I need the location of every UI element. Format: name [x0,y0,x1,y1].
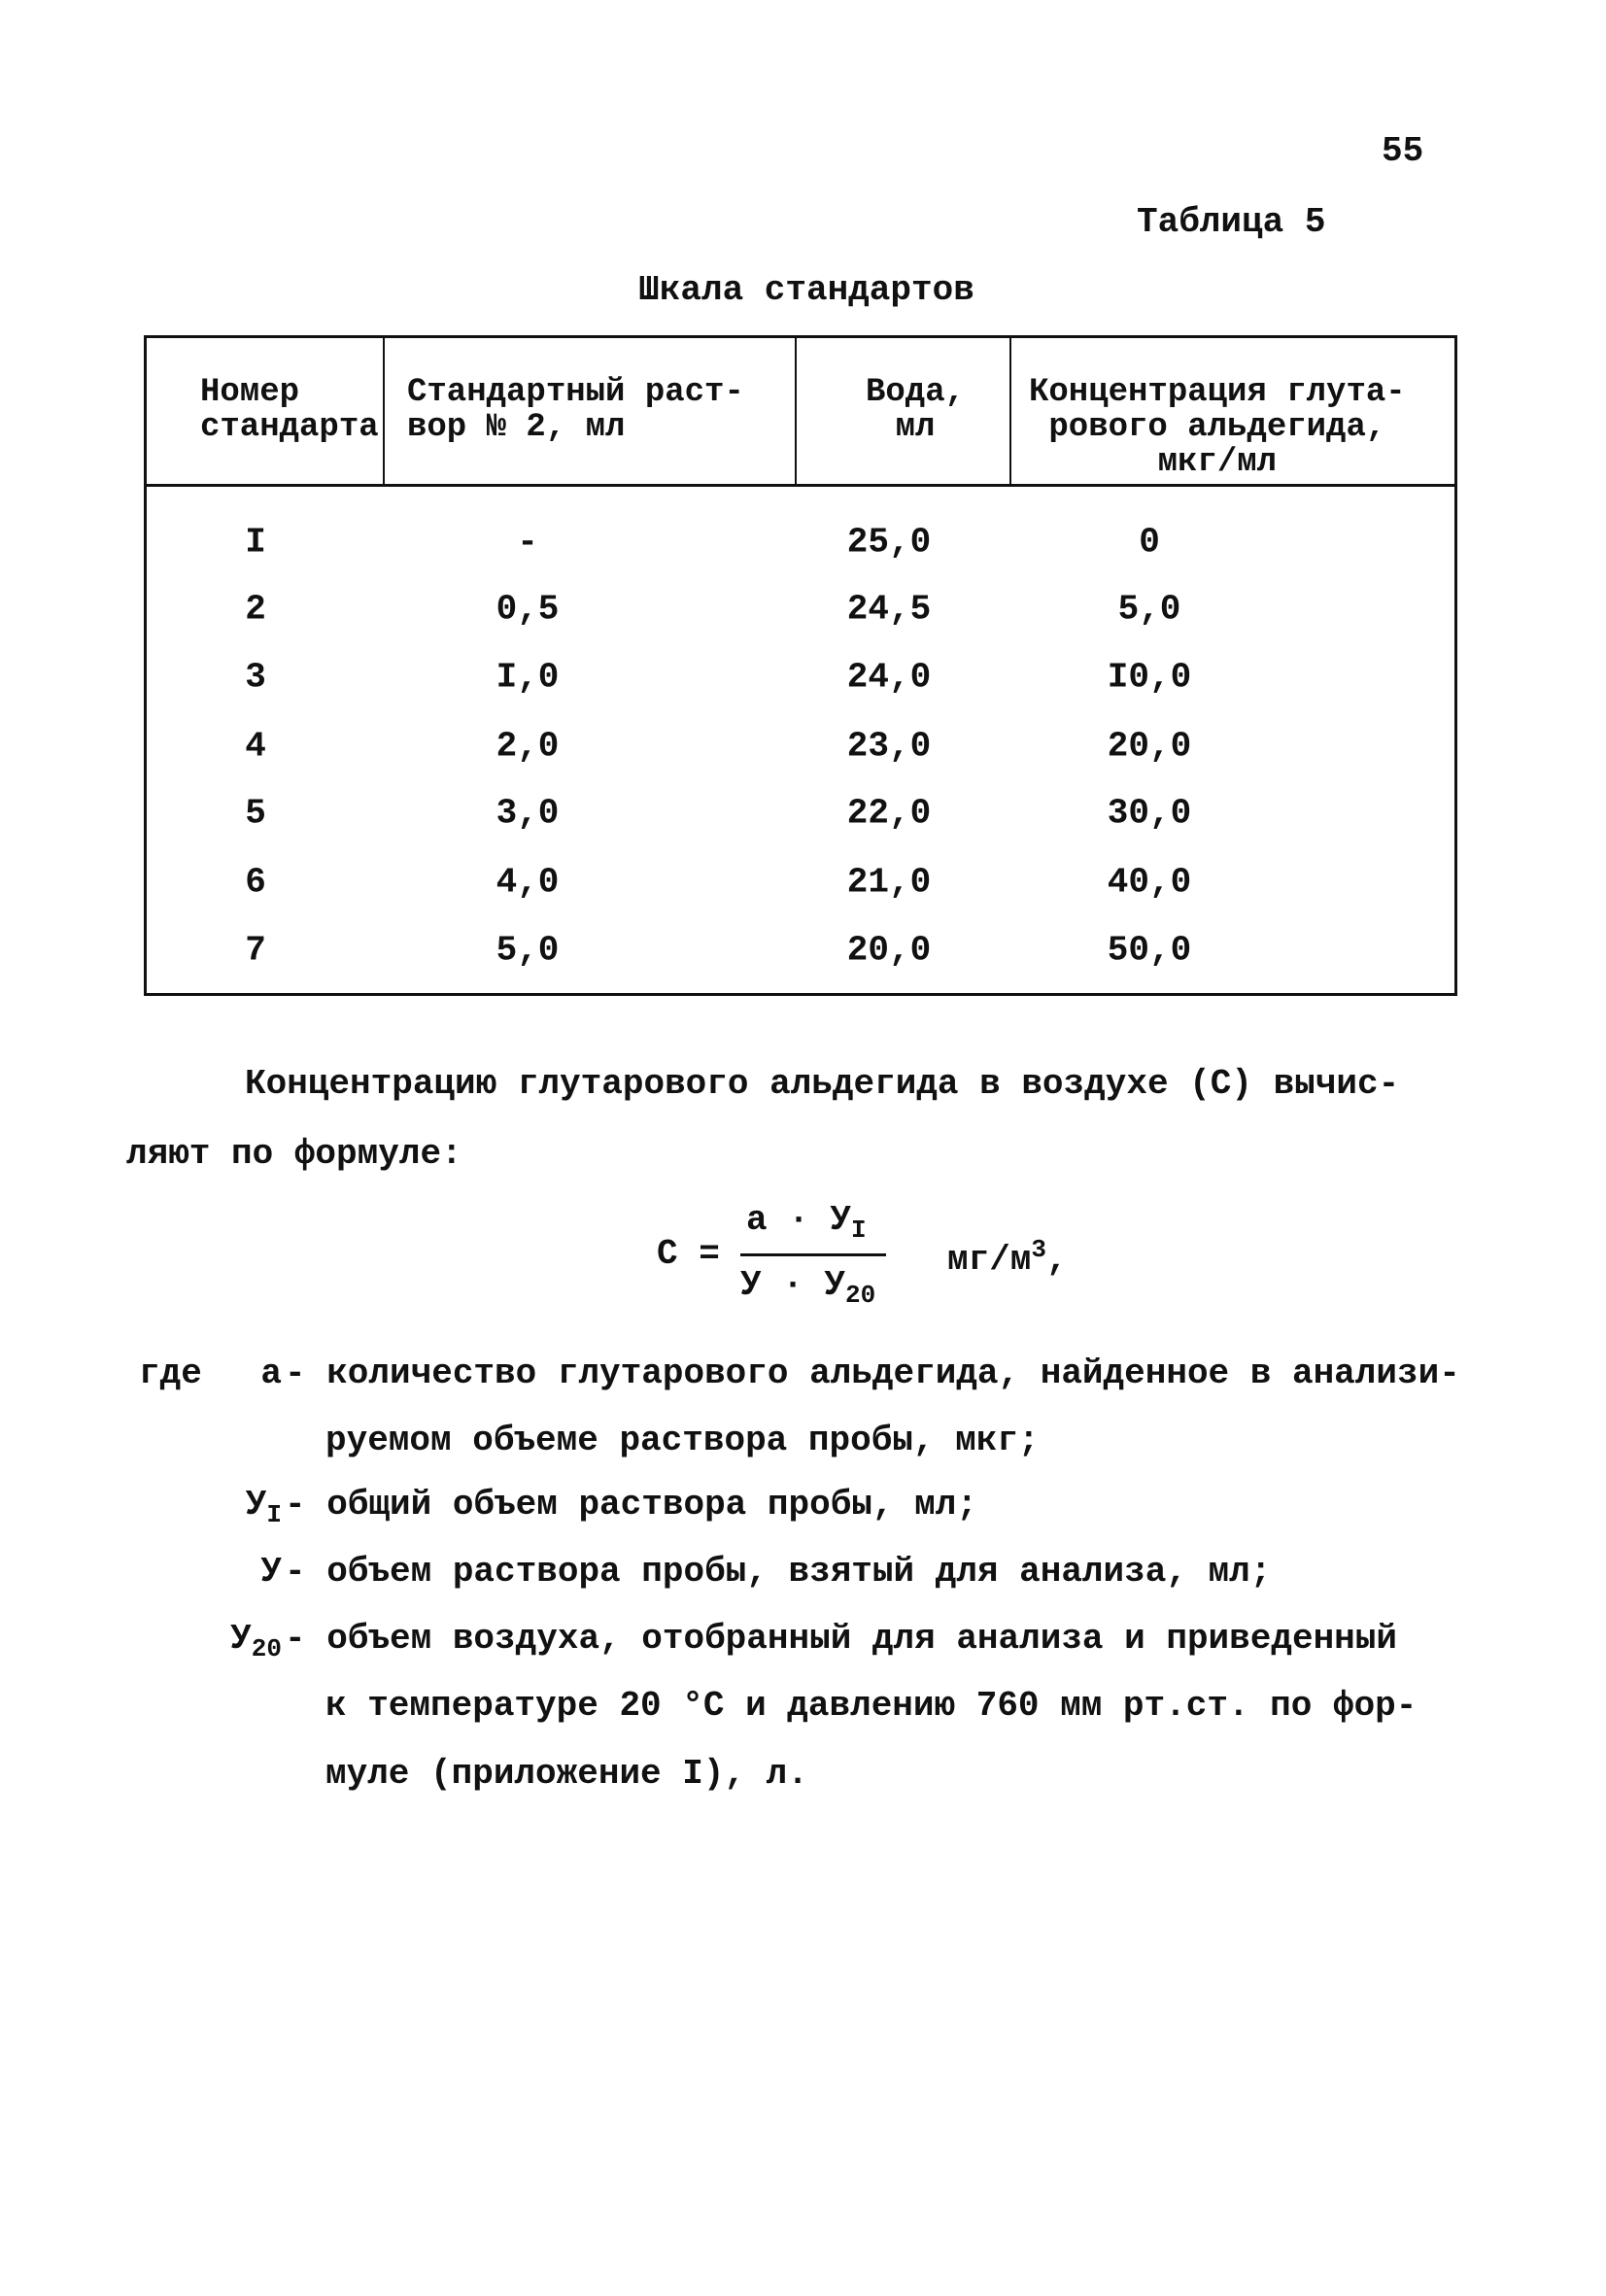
variable-symbol: У [260,1555,282,1590]
definition-line: - объем воздуха, отобранный для анализа … [285,1619,1397,1659]
header-water: Вода, мл [866,374,966,446]
definition-line: - количество глутарового альдегида, найд… [285,1354,1460,1393]
table-cell: 3,0 [495,793,560,834]
table-cell: 5 [245,793,266,834]
table-cell: 5,0 [1117,589,1181,630]
symbol: У [245,1485,267,1525]
table-cell: 50,0 [1107,930,1192,971]
table-cell: 2 [245,589,266,630]
table-cell: 30,0 [1107,793,1192,834]
symbol-sub: I [266,1500,282,1530]
variable-symbol: УI [245,1485,282,1530]
standards-table: Номер стандарта Стандартный раст- вор № … [144,335,1457,996]
where-word: где [139,1354,202,1393]
table-cell: 4 [245,726,266,767]
page-number: 55 [1382,131,1424,171]
formula-lhs: С = [657,1234,720,1274]
column-divider [1009,338,1011,484]
table-cell: I0,0 [1107,657,1192,698]
symbol-sub: 20 [251,1634,282,1664]
table-label: Таблица 5 [1137,202,1326,242]
table-cell: 40,0 [1107,862,1192,903]
table-cell: 25,0 [846,522,932,563]
header-concentration: Концентрация глута- рового альдегида, мк… [1029,374,1406,481]
table-cell: 7 [245,930,266,971]
table-cell: 24,0 [846,657,932,698]
table-cell: 5,0 [495,930,560,971]
table-cell: 2,0 [495,726,560,767]
table-cell: 21,0 [846,862,932,903]
column-divider [795,338,797,484]
table-cell: 4,0 [495,862,560,903]
table-cell: 22,0 [846,793,932,834]
definition-line: - общий объем раствора пробы, мл; [285,1485,977,1525]
formula-denominator-sub: 20 [845,1281,876,1311]
header-standard-solution: Стандартный раст- вор № 2, мл [407,374,744,446]
formula-unit-sup: 3 [1031,1235,1047,1264]
table-cell: 0 [1139,522,1160,563]
formula-unit: мг/м [947,1240,1032,1280]
table-cell: 23,0 [846,726,932,767]
table-cell: 6 [245,862,266,903]
definition-line: - объем раствора пробы, взятый для анали… [285,1552,1272,1592]
variable-symbol: У20 [230,1622,282,1662]
header-divider [147,484,1454,487]
variable-symbol: а [260,1356,282,1391]
fraction-bar [740,1253,886,1256]
symbol: У [260,1552,282,1592]
column-divider [383,338,385,484]
formula-numerator-sub: I [851,1216,867,1246]
symbol: У [230,1619,252,1659]
formula-unit-tail: , [1046,1240,1068,1280]
paragraph-line: Концентрацию глутарового альдегида в воз… [245,1064,1400,1104]
definition-line: к температуре 20 °С и давлению 760 мм рт… [325,1686,1418,1726]
formula-numerator: а · У [746,1200,852,1240]
table-cell: I [245,522,266,563]
definition-line: руемом объеме раствора пробы, мкг; [325,1421,1040,1460]
definition-line: муле (приложение I), л. [325,1754,808,1794]
table-cell: 24,5 [846,589,932,630]
symbol: а [260,1354,282,1393]
header-standard-number: Номер стандарта [200,374,379,446]
table-cell: 3 [245,657,266,698]
paragraph-line: ляют по формуле: [126,1134,462,1174]
table-cell: 20,0 [846,930,932,971]
formula-denominator: У · У [740,1265,846,1305]
table-cell: I,0 [495,657,560,698]
table-cell: 20,0 [1107,726,1192,767]
table-cell: 0,5 [495,589,560,630]
table-cell: - [517,522,538,563]
table-title: Шкала стандартов [638,270,974,310]
